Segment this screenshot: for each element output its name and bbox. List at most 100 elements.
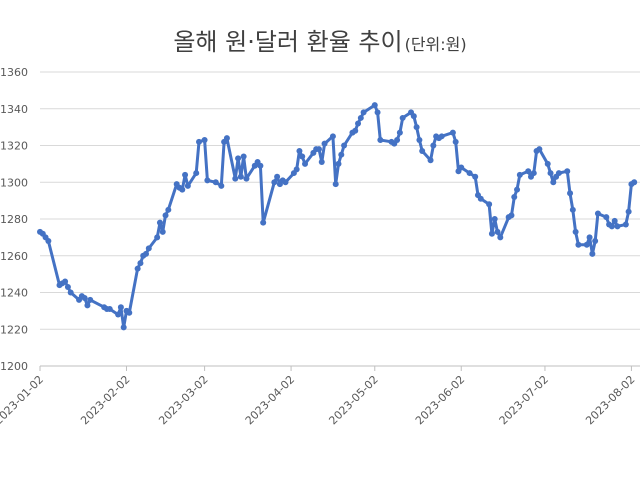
data-point — [315, 146, 322, 153]
data-point — [201, 136, 208, 143]
data-point — [416, 136, 423, 143]
data-point — [555, 170, 562, 177]
x-tick-label: 2023-01-02 — [0, 373, 46, 427]
data-point — [296, 148, 303, 155]
data-point — [212, 179, 219, 186]
data-point — [466, 170, 473, 177]
data-point — [117, 304, 124, 311]
data-point — [318, 159, 325, 166]
data-point — [360, 109, 367, 116]
data-point — [81, 295, 88, 302]
data-point — [338, 151, 345, 158]
data-point — [611, 217, 618, 224]
data-point — [106, 306, 113, 313]
data-point — [134, 265, 141, 272]
data-point — [260, 219, 267, 226]
data-point — [162, 212, 169, 219]
data-point — [394, 136, 401, 143]
data-point — [569, 206, 576, 213]
data-point — [299, 153, 306, 160]
x-tick-label: 2023-03-02 — [156, 373, 210, 427]
data-point — [335, 160, 342, 167]
data-point — [179, 186, 186, 193]
data-point — [235, 155, 242, 162]
data-point — [184, 182, 191, 189]
data-point — [589, 250, 596, 257]
data-point — [530, 170, 537, 177]
data-point — [282, 179, 289, 186]
series-line — [39, 103, 636, 329]
data-point — [622, 221, 629, 228]
data-point — [143, 250, 150, 257]
data-point — [67, 289, 74, 296]
data-point — [243, 175, 250, 182]
data-point — [45, 238, 52, 245]
data-point — [137, 260, 144, 267]
data-point — [302, 160, 309, 167]
data-point — [332, 181, 339, 188]
y-tick-label: 1340 — [0, 103, 28, 116]
data-point — [62, 278, 69, 285]
data-point — [293, 166, 300, 173]
y-tick-label: 1360 — [0, 66, 28, 79]
data-point — [625, 208, 632, 215]
data-point — [232, 175, 239, 182]
data-point — [488, 230, 495, 237]
x-tick-label: 2023-05-02 — [326, 373, 380, 427]
data-point — [508, 212, 515, 219]
data-point — [427, 157, 434, 164]
y-tick-label: 1220 — [0, 323, 28, 336]
data-point — [472, 173, 479, 180]
data-point — [84, 302, 91, 309]
data-point — [586, 234, 593, 241]
data-point — [126, 309, 133, 316]
y-tick-label: 1280 — [0, 213, 28, 226]
data-point — [218, 182, 225, 189]
data-point — [271, 179, 278, 186]
x-tick-label: 2023-08-02 — [583, 373, 637, 427]
data-point — [547, 170, 554, 177]
data-point — [536, 146, 543, 153]
data-point — [603, 214, 610, 221]
y-tick-label: 1200 — [0, 360, 28, 373]
data-point — [355, 120, 362, 127]
data-point — [449, 129, 456, 136]
data-point — [399, 114, 406, 121]
data-point — [419, 148, 426, 155]
data-point — [452, 138, 459, 145]
x-tick-label: 2023-06-02 — [413, 373, 467, 427]
data-point — [410, 113, 417, 120]
data-point — [486, 201, 493, 208]
data-point — [154, 234, 161, 241]
data-point — [237, 173, 244, 180]
data-point — [511, 193, 518, 200]
data-point — [165, 206, 172, 213]
data-point — [352, 127, 359, 134]
data-point — [592, 238, 599, 245]
data-point — [631, 179, 638, 186]
data-point — [544, 160, 551, 167]
data-point — [274, 173, 281, 180]
data-point — [341, 142, 348, 149]
y-tick-label: 1240 — [0, 287, 28, 300]
data-point — [516, 171, 523, 178]
data-point — [550, 179, 557, 186]
y-tick-label: 1320 — [0, 140, 28, 153]
data-point — [374, 109, 381, 116]
x-tick-label: 2023-02-02 — [78, 373, 132, 427]
data-point — [329, 133, 336, 140]
data-point — [575, 241, 582, 248]
data-point — [514, 186, 521, 193]
data-point — [396, 129, 403, 136]
data-point — [64, 283, 71, 290]
data-point — [159, 228, 166, 235]
chart-title: 올해 원·달러 환율 추이 (단위:원) — [173, 28, 466, 56]
data-point — [583, 241, 590, 248]
data-point — [567, 190, 574, 197]
data-point — [572, 228, 579, 235]
data-point — [491, 216, 498, 222]
data-point — [257, 162, 264, 169]
data-point — [608, 223, 615, 230]
title-main: 올해 원·달러 환율 추이 — [173, 28, 402, 56]
unit-note: (단위:원) — [405, 35, 467, 54]
